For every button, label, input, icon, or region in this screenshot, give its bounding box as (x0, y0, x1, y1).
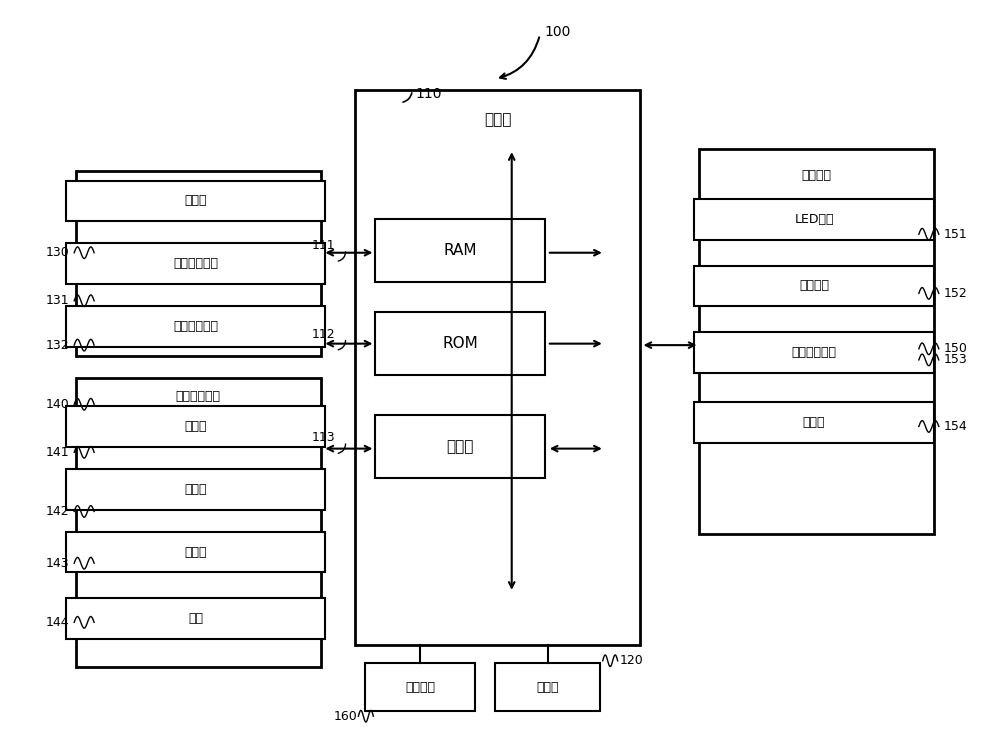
Text: 131: 131 (46, 295, 69, 307)
FancyBboxPatch shape (66, 532, 325, 572)
Text: 存储器: 存储器 (537, 680, 559, 694)
Text: 通信器: 通信器 (185, 194, 207, 208)
Text: 120: 120 (620, 654, 643, 667)
Text: 110: 110 (415, 87, 442, 101)
Text: 143: 143 (46, 556, 69, 570)
FancyBboxPatch shape (76, 171, 320, 356)
Text: 用户输入接口: 用户输入接口 (176, 390, 221, 404)
FancyBboxPatch shape (66, 469, 325, 510)
FancyBboxPatch shape (66, 306, 325, 347)
Text: RAM: RAM (443, 243, 477, 258)
Text: 传感器: 传感器 (185, 545, 207, 559)
FancyBboxPatch shape (495, 663, 600, 711)
Text: 输出接口: 输出接口 (802, 168, 832, 182)
Text: 132: 132 (46, 338, 69, 352)
Text: 151: 151 (944, 228, 968, 240)
FancyBboxPatch shape (375, 220, 545, 282)
Text: 113: 113 (312, 431, 335, 444)
Text: 130: 130 (45, 246, 69, 259)
FancyBboxPatch shape (365, 663, 475, 711)
Text: 160: 160 (334, 709, 357, 723)
Text: 声音输出接口: 声音输出接口 (792, 346, 837, 359)
Text: 144: 144 (46, 616, 69, 628)
Text: LED接口: LED接口 (794, 213, 834, 226)
Text: 供电电源: 供电电源 (405, 680, 435, 694)
Text: ROM: ROM (442, 336, 478, 351)
FancyBboxPatch shape (694, 266, 934, 306)
FancyBboxPatch shape (694, 332, 934, 372)
Text: 触摸板: 触摸板 (185, 483, 207, 496)
FancyBboxPatch shape (375, 312, 545, 375)
Text: 按键: 按键 (188, 612, 203, 626)
Text: 154: 154 (944, 420, 968, 433)
Text: 振动接口: 振动接口 (799, 280, 829, 292)
Text: 红外信号接口: 红外信号接口 (173, 257, 218, 270)
FancyBboxPatch shape (66, 406, 325, 447)
FancyBboxPatch shape (66, 180, 325, 221)
FancyBboxPatch shape (66, 598, 325, 639)
Text: 141: 141 (46, 446, 69, 459)
FancyBboxPatch shape (694, 199, 934, 240)
Text: 射频信号接口: 射频信号接口 (173, 320, 218, 333)
FancyBboxPatch shape (66, 243, 325, 284)
FancyBboxPatch shape (694, 402, 934, 443)
Text: 100: 100 (545, 25, 571, 39)
Text: 142: 142 (46, 505, 69, 518)
Text: 140: 140 (45, 398, 69, 411)
Text: 152: 152 (944, 287, 968, 300)
Text: 处理器: 处理器 (446, 439, 474, 454)
FancyBboxPatch shape (699, 149, 934, 533)
FancyBboxPatch shape (76, 378, 320, 667)
Text: 麦克风: 麦克风 (185, 420, 207, 433)
Text: 控制器: 控制器 (484, 112, 511, 127)
Text: 112: 112 (312, 327, 335, 341)
Text: 150: 150 (944, 342, 968, 355)
Text: 153: 153 (944, 353, 968, 367)
FancyBboxPatch shape (355, 90, 640, 645)
FancyBboxPatch shape (375, 416, 545, 478)
Text: 显示器: 显示器 (803, 416, 825, 429)
Text: 111: 111 (312, 239, 335, 252)
